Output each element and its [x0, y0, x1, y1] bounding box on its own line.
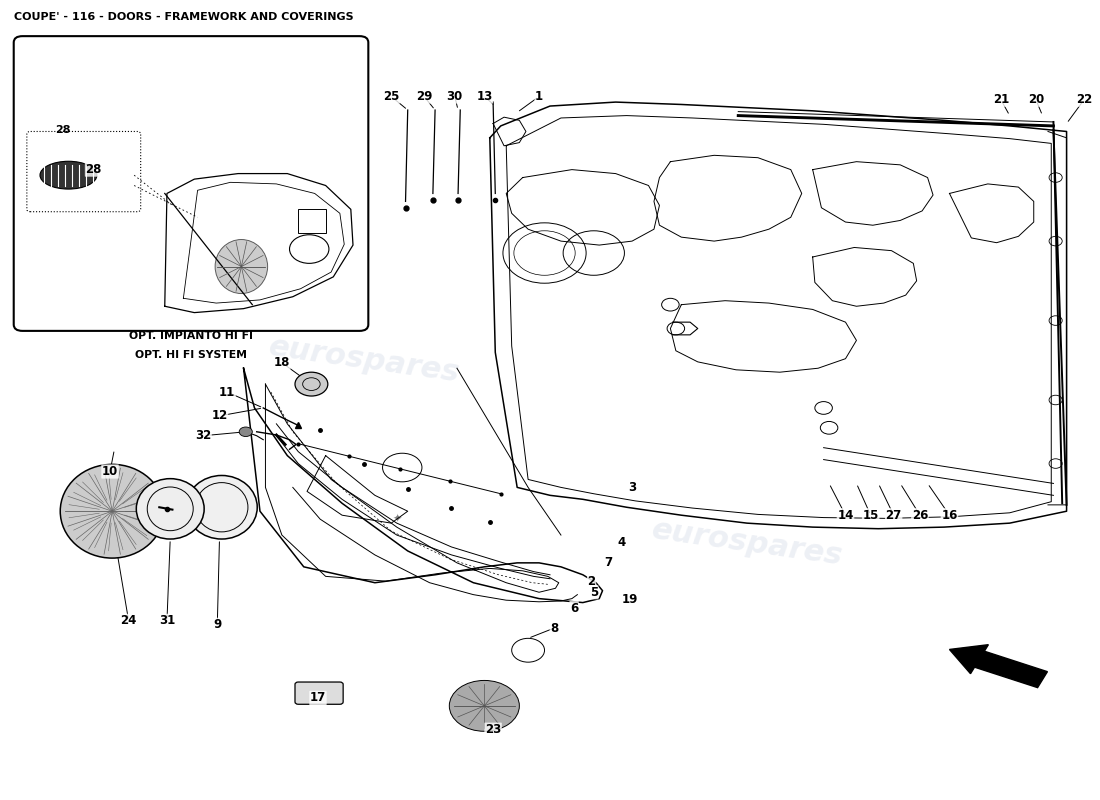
Text: 18: 18	[274, 356, 290, 369]
Circle shape	[449, 681, 519, 731]
Text: 30: 30	[447, 90, 463, 103]
Ellipse shape	[40, 162, 97, 189]
Text: 31: 31	[158, 614, 175, 627]
Text: 21: 21	[993, 93, 1009, 106]
Text: 13: 13	[476, 90, 493, 103]
Text: 17: 17	[310, 691, 326, 705]
Text: OPT. HI FI SYSTEM: OPT. HI FI SYSTEM	[135, 350, 248, 360]
Text: 11: 11	[219, 386, 235, 398]
Text: 32: 32	[195, 430, 211, 442]
Text: 20: 20	[1027, 93, 1044, 106]
Text: eurospares: eurospares	[649, 515, 845, 570]
Ellipse shape	[216, 239, 267, 294]
Text: 19: 19	[621, 593, 638, 606]
Text: 8: 8	[550, 622, 559, 634]
Text: 12: 12	[211, 410, 228, 422]
Text: 7: 7	[604, 556, 612, 570]
Text: 27: 27	[886, 509, 902, 522]
Text: 10: 10	[102, 465, 118, 478]
Ellipse shape	[186, 475, 257, 539]
Text: 14: 14	[837, 509, 854, 522]
Text: eurospares: eurospares	[266, 333, 461, 388]
Text: 3: 3	[628, 481, 636, 494]
Ellipse shape	[60, 464, 164, 558]
Text: OPT. IMPIANTO HI FI: OPT. IMPIANTO HI FI	[129, 331, 253, 341]
Text: ✦: ✦	[392, 514, 402, 524]
Text: 9: 9	[213, 618, 221, 631]
FancyArrow shape	[949, 645, 1047, 688]
Text: 25: 25	[383, 90, 399, 103]
Text: 15: 15	[862, 509, 879, 522]
Circle shape	[295, 372, 328, 396]
Text: 28: 28	[86, 163, 102, 176]
FancyBboxPatch shape	[13, 36, 368, 331]
Circle shape	[239, 427, 252, 437]
Text: COUPE' - 116 - DOORS - FRAMEWORK AND COVERINGS: COUPE' - 116 - DOORS - FRAMEWORK AND COV…	[13, 12, 353, 22]
Text: 5: 5	[590, 586, 598, 598]
Text: 23: 23	[485, 723, 502, 736]
Ellipse shape	[136, 478, 205, 539]
Text: 24: 24	[121, 614, 136, 627]
Text: 2: 2	[587, 574, 596, 588]
Text: 1: 1	[535, 90, 543, 103]
FancyBboxPatch shape	[26, 131, 141, 212]
Text: 29: 29	[416, 90, 432, 103]
FancyBboxPatch shape	[295, 682, 343, 704]
Text: 28: 28	[55, 126, 70, 135]
Text: 22: 22	[1076, 93, 1092, 106]
Text: 4: 4	[617, 537, 625, 550]
Text: 6: 6	[570, 602, 579, 614]
Text: 16: 16	[942, 509, 958, 522]
Text: 26: 26	[912, 509, 928, 522]
